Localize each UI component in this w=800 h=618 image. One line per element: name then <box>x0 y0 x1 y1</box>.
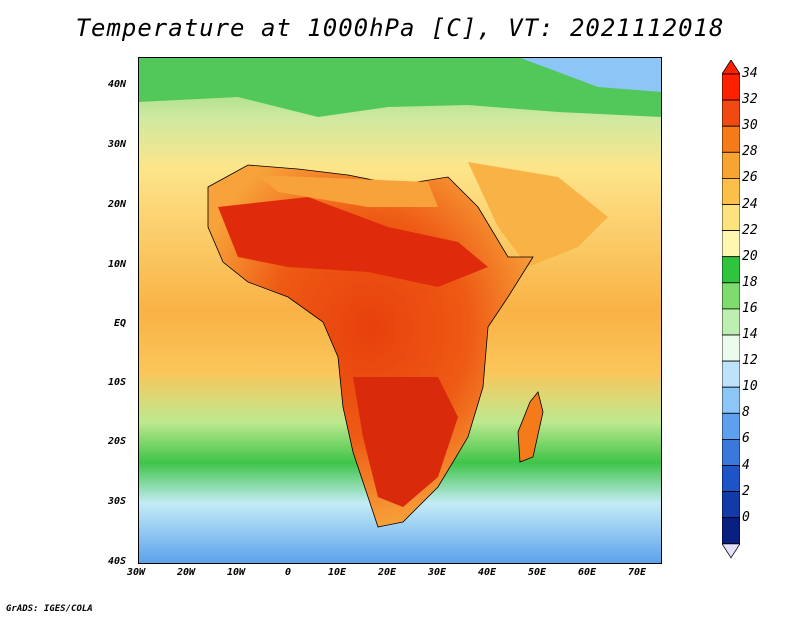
colorbar-label: 14 <box>742 327 758 342</box>
colorbar-label: 6 <box>742 431 750 447</box>
colorbar-label: 2 <box>742 483 750 499</box>
lon-label: 60E <box>578 567 597 578</box>
colorbar-label: 0 <box>742 509 750 525</box>
colorbar-label: 12 <box>742 353 758 369</box>
colorbar-box <box>722 282 740 310</box>
lon-label: 30E <box>428 567 447 578</box>
colorbar-box <box>722 308 740 336</box>
colorbar-box <box>722 412 740 440</box>
lat-label: EQ <box>114 318 127 329</box>
colorbar-box <box>722 73 740 101</box>
map-title: Temperature at 1000hPa [C], VT: 20211120… <box>75 14 725 42</box>
lon-label: 40E <box>478 567 497 578</box>
lat-label: 40S <box>108 556 127 567</box>
colorbar-box <box>722 204 740 232</box>
colorbar-box <box>722 151 740 179</box>
lat-label: 20S <box>108 436 127 447</box>
lat-label: 30S <box>108 496 127 507</box>
colorbar-box <box>722 517 740 545</box>
colorbar-box <box>722 99 740 127</box>
arabia-region <box>468 162 608 267</box>
lat-label: 10S <box>108 377 127 388</box>
lon-label: 10E <box>328 567 347 578</box>
colorbar-label: 24 <box>742 196 758 212</box>
lat-label: 40N <box>108 79 127 90</box>
south-hotspot <box>353 377 458 507</box>
colorbar-box <box>722 465 740 493</box>
lat-label: 30N <box>108 139 127 150</box>
colorbar-box <box>722 256 740 284</box>
colorbar-label: 30 <box>742 118 758 134</box>
colorbar-label: 4 <box>742 457 750 473</box>
colorbar-label: 34 <box>742 66 758 81</box>
colorbar-label: 20 <box>742 248 758 264</box>
lon-label: 20W <box>177 567 196 578</box>
lon-label: 0 <box>285 567 292 578</box>
lon-label: 50E <box>528 567 547 578</box>
colorbar-label: 18 <box>742 274 758 290</box>
colorbar-top-arrow <box>722 60 740 75</box>
lat-label: 10N <box>108 259 127 270</box>
colorbar-bottom-arrow <box>722 543 740 559</box>
lon-label: 20E <box>378 567 397 578</box>
colorbar-box <box>722 230 740 258</box>
colorbar-box <box>722 125 740 153</box>
colorbar-label: 26 <box>742 170 758 186</box>
lon-label: 70E <box>628 567 647 578</box>
europe-cold <box>518 57 662 92</box>
colorbar-box <box>722 334 740 362</box>
credit-label: GrADS: IGES/COLA <box>6 604 93 614</box>
colorbar <box>722 60 740 559</box>
colorbar-box <box>722 386 740 414</box>
colorbar-label: 8 <box>742 405 750 421</box>
lat-label: 20N <box>108 199 127 210</box>
europe-region <box>138 57 662 117</box>
colorbar-label: 28 <box>742 144 758 160</box>
colorbar-label: 10 <box>742 379 758 395</box>
lon-label: 10W <box>227 567 246 578</box>
lon-label: 30W <box>127 567 146 578</box>
sahel-hotspot <box>218 197 488 287</box>
colorbar-box <box>722 438 740 466</box>
colorbar-label: 22 <box>742 222 758 238</box>
colorbar-label: 16 <box>742 300 758 316</box>
sahara-cooler <box>258 175 438 207</box>
colorbar-box <box>722 491 740 519</box>
map-frame <box>138 57 662 564</box>
temperature-map <box>138 57 662 564</box>
madagascar <box>517 391 544 463</box>
colorbar-label: 32 <box>742 92 758 108</box>
colorbar-box <box>722 360 740 388</box>
colorbar-box <box>722 178 740 205</box>
